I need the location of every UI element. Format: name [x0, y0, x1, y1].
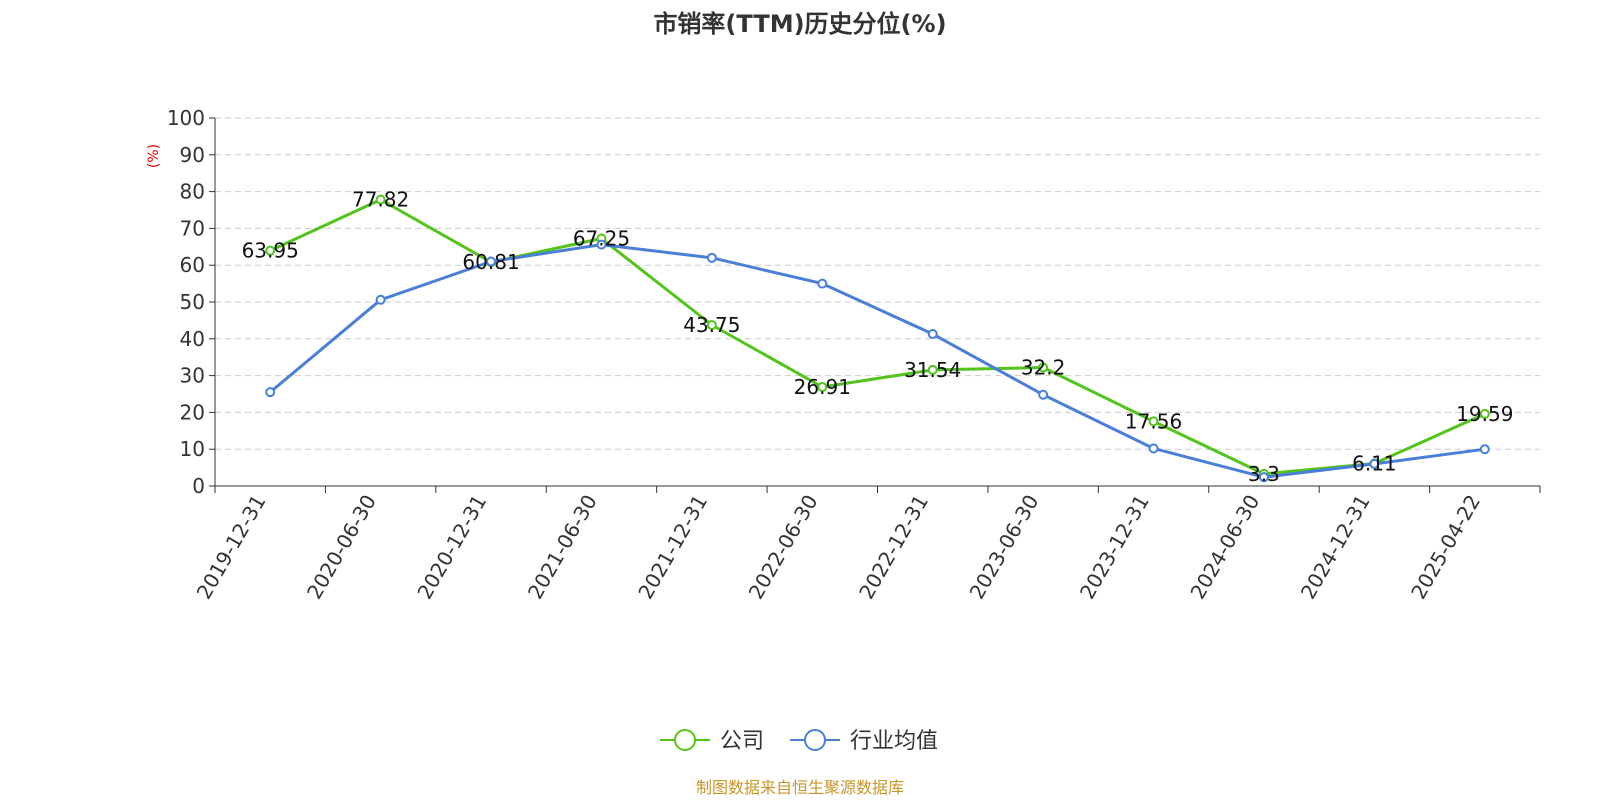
y-tick-label: 90 — [180, 143, 205, 167]
series-layer — [265, 194, 1490, 483]
grid-layer — [215, 117, 1540, 450]
series-line-1 — [269, 243, 1485, 479]
axis-layer: 0 10 20 30 40 50 60 70 80 90 100 2019-12-31 2020-06-… — [167, 106, 1541, 604]
series-1-point[interactable] — [486, 256, 497, 267]
data-label: 63.95 — [242, 239, 299, 263]
y-tick-label: 40 — [180, 327, 205, 351]
y-tick-label: 20 — [180, 400, 205, 424]
x-tick-label: 2023-12-31 — [1075, 491, 1154, 604]
series-1-point[interactable] — [375, 294, 386, 305]
series-0-point[interactable] — [375, 194, 386, 205]
legend-industry-label: 行业均值 — [850, 729, 938, 754]
data-label: 32.2 — [1021, 356, 1066, 380]
data-label: 60.81 — [462, 250, 519, 274]
series-0-point[interactable] — [1148, 416, 1159, 427]
y-tick-label: 50 — [180, 290, 205, 314]
y-tick-label: 80 — [180, 180, 205, 204]
data-label: 26.91 — [794, 375, 851, 399]
x-tick-label: 2020-06-30 — [302, 491, 381, 604]
x-tick-label: 2024-12-31 — [1296, 491, 1375, 604]
series-1-point[interactable] — [1479, 444, 1490, 455]
data-label-layer: 63.95 77.82 60.81 67.25 43.75 26.91 31.54 32.2 1… — [242, 188, 1514, 486]
data-label: 3.3 — [1248, 462, 1280, 486]
x-tick-label: 2024-06-30 — [1185, 491, 1264, 604]
series-0-point[interactable] — [1038, 362, 1049, 373]
x-tick-label: 2023-06-30 — [965, 491, 1044, 604]
legend-industry-icon — [804, 729, 826, 751]
x-tick-label: 2025-04-22 — [1406, 491, 1485, 604]
series-1-point[interactable] — [1258, 472, 1269, 483]
legend-company-icon — [674, 729, 696, 751]
series-0-point[interactable] — [817, 381, 828, 392]
source-note: 制图数据来自恒生聚源数据库 — [696, 778, 904, 797]
legend: 公司 行业均值 — [660, 729, 938, 754]
x-tick-label: 2020-12-31 — [412, 490, 491, 603]
series-line-0 — [269, 198, 1486, 476]
y-tick-label: 10 — [180, 437, 205, 461]
y-tick-label: 100 — [167, 106, 205, 130]
y-tick-label: 60 — [180, 253, 205, 277]
series-1-point[interactable] — [817, 278, 828, 289]
data-label: 43.75 — [683, 313, 740, 337]
series-1-point[interactable] — [1369, 458, 1380, 469]
legend-company-label: 公司 — [720, 729, 764, 754]
series-0-point[interactable] — [927, 364, 938, 375]
series-1-point[interactable] — [706, 252, 717, 263]
legend-item-company[interactable]: 公司 — [660, 729, 764, 754]
series-1-point[interactable] — [596, 239, 607, 250]
series-1-point[interactable] — [265, 387, 276, 398]
chart-title: 市销率(TTM)历史分位(%) — [653, 10, 946, 38]
series-0-point[interactable] — [265, 245, 276, 256]
data-label: 31.54 — [904, 358, 961, 382]
x-tick-label: 2022-12-31 — [854, 490, 933, 603]
series-0-point[interactable] — [706, 320, 717, 330]
y-tick-label: 30 — [180, 364, 205, 388]
y-tick-label: 70 — [180, 216, 205, 240]
data-label: 6.11 — [1352, 452, 1397, 476]
series-1-point[interactable] — [1148, 443, 1159, 454]
x-tick-label: 2021-12-31 — [633, 491, 712, 604]
data-label: 77.82 — [352, 188, 409, 212]
series-0-point[interactable] — [1479, 408, 1490, 419]
x-tick-label: 2021-06-30 — [523, 491, 602, 604]
data-label: 67.25 — [573, 227, 630, 251]
legend-item-industry-average[interactable]: 行业均值 — [790, 729, 938, 754]
x-tick-label: 2019-12-31 — [192, 491, 271, 604]
data-label: 19.59 — [1456, 402, 1513, 426]
data-label: 17.56 — [1125, 409, 1182, 433]
y-tick-label: 0 — [192, 474, 205, 498]
series-1-point[interactable] — [927, 329, 938, 340]
y-axis-unit: (%) — [146, 144, 162, 168]
x-tick-label: 2022-06-30 — [744, 491, 823, 604]
series-1-point[interactable] — [1038, 389, 1049, 400]
